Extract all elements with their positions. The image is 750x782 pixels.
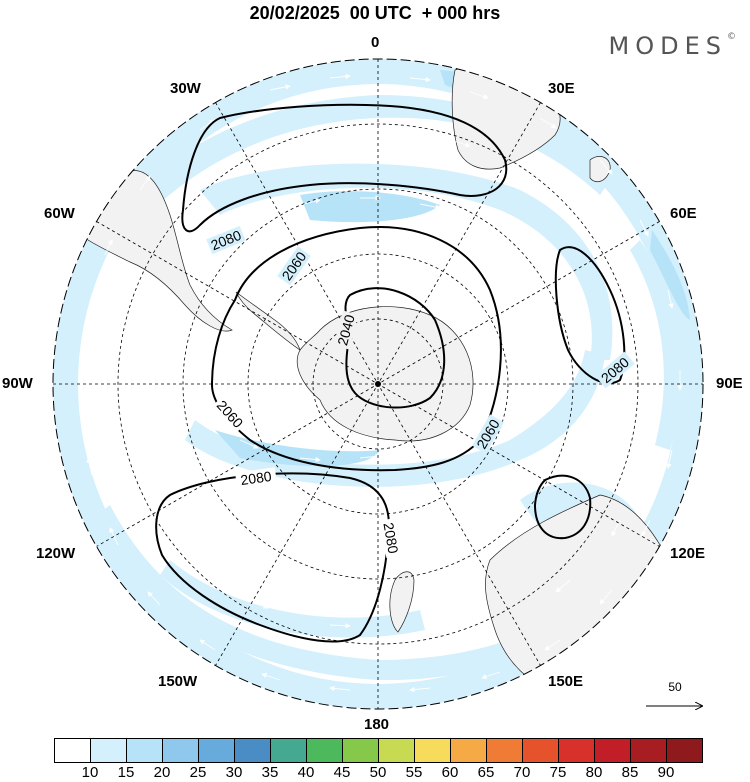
colorbar-swatch bbox=[594, 738, 631, 763]
brand-logo: MODES© bbox=[609, 32, 736, 60]
colorbar-label: 75 bbox=[549, 764, 567, 781]
brand-text: MODES bbox=[608, 32, 727, 60]
lon-label-60e: 60E bbox=[670, 205, 697, 222]
colorbar-label: 60 bbox=[441, 764, 459, 781]
contour-label-2040: 2040 bbox=[334, 313, 358, 347]
colorbar-label: 25 bbox=[189, 764, 207, 781]
colorbar-swatch bbox=[666, 738, 703, 763]
colorbar-label: 10 bbox=[81, 764, 99, 781]
lon-label-120e: 120E bbox=[670, 545, 706, 562]
colorbar-label: 85 bbox=[621, 764, 639, 781]
colorbar-label: 15 bbox=[117, 764, 135, 781]
colorbar-swatch bbox=[486, 738, 523, 763]
new-zealand bbox=[389, 571, 415, 633]
colorbar-swatch bbox=[306, 738, 343, 763]
tasmania bbox=[519, 688, 535, 702]
brand-mark: © bbox=[727, 32, 736, 42]
colorbar-label: 20 bbox=[153, 764, 171, 781]
colorbar-swatch bbox=[54, 738, 91, 763]
wind-vectors bbox=[79, 73, 683, 693]
lon-label-120w: 120W bbox=[36, 545, 76, 562]
contour-2080-southeast bbox=[533, 474, 592, 540]
colorbar-label: 50 bbox=[369, 764, 387, 781]
colorbar-swatch bbox=[270, 738, 307, 763]
antarctic-peninsula bbox=[235, 291, 301, 351]
contour-label-2080-c: 2080 bbox=[380, 521, 401, 555]
contour-2080-north bbox=[181, 103, 508, 233]
reference-vector: 50 bbox=[640, 680, 710, 720]
lon-label-180: 180 bbox=[364, 716, 390, 733]
lon-label-90w: 90W bbox=[2, 375, 33, 392]
colorbar bbox=[54, 738, 703, 763]
colorbar-swatch bbox=[522, 738, 559, 763]
south-pole-marker bbox=[375, 381, 381, 387]
lon-label-150w: 150W bbox=[158, 673, 198, 690]
colorbar-label: 70 bbox=[513, 764, 531, 781]
colorbar-label: 40 bbox=[297, 764, 315, 781]
lon-label-90e: 90E bbox=[716, 375, 743, 392]
reference-vector-label: 50 bbox=[668, 680, 682, 694]
map-title: 20/02/2025 00 UTC + 000 hrs bbox=[249, 3, 501, 23]
lon-label-0: 0 bbox=[371, 34, 380, 51]
colorbar-swatch bbox=[198, 738, 235, 763]
colorbar-label: 35 bbox=[261, 764, 279, 781]
reference-arrow-icon bbox=[646, 680, 710, 720]
colorbar-swatch bbox=[450, 738, 487, 763]
colorbar-label: 30 bbox=[225, 764, 243, 781]
colorbar-label: 90 bbox=[657, 764, 675, 781]
colorbar-swatch bbox=[342, 738, 379, 763]
contour-label-2080-b: 2080 bbox=[239, 468, 272, 488]
lon-label-30w: 30W bbox=[170, 80, 201, 97]
lon-label-150e: 150E bbox=[548, 673, 584, 690]
contour-2080-east bbox=[554, 246, 626, 385]
contours bbox=[155, 103, 626, 643]
colorbar-label: 45 bbox=[333, 764, 351, 781]
colorbar-swatch bbox=[234, 738, 271, 763]
colorbar-label: 80 bbox=[585, 764, 603, 781]
contour-2060 bbox=[210, 226, 502, 472]
colorbar-swatch bbox=[414, 738, 451, 763]
contour-2080-south bbox=[155, 472, 390, 643]
colorbar-swatch bbox=[126, 738, 163, 763]
colorbar-swatch bbox=[378, 738, 415, 763]
colorbar-swatch bbox=[162, 738, 199, 763]
colorbar-label: 55 bbox=[405, 764, 423, 781]
colorbar-swatch bbox=[90, 738, 127, 763]
map-border bbox=[52, 58, 704, 710]
colorbar-label: 65 bbox=[477, 764, 495, 781]
lon-label-30e: 30E bbox=[548, 80, 575, 97]
lon-label-60w: 60W bbox=[44, 205, 75, 222]
colorbar-swatch bbox=[558, 738, 595, 763]
colorbar-swatch bbox=[630, 738, 667, 763]
